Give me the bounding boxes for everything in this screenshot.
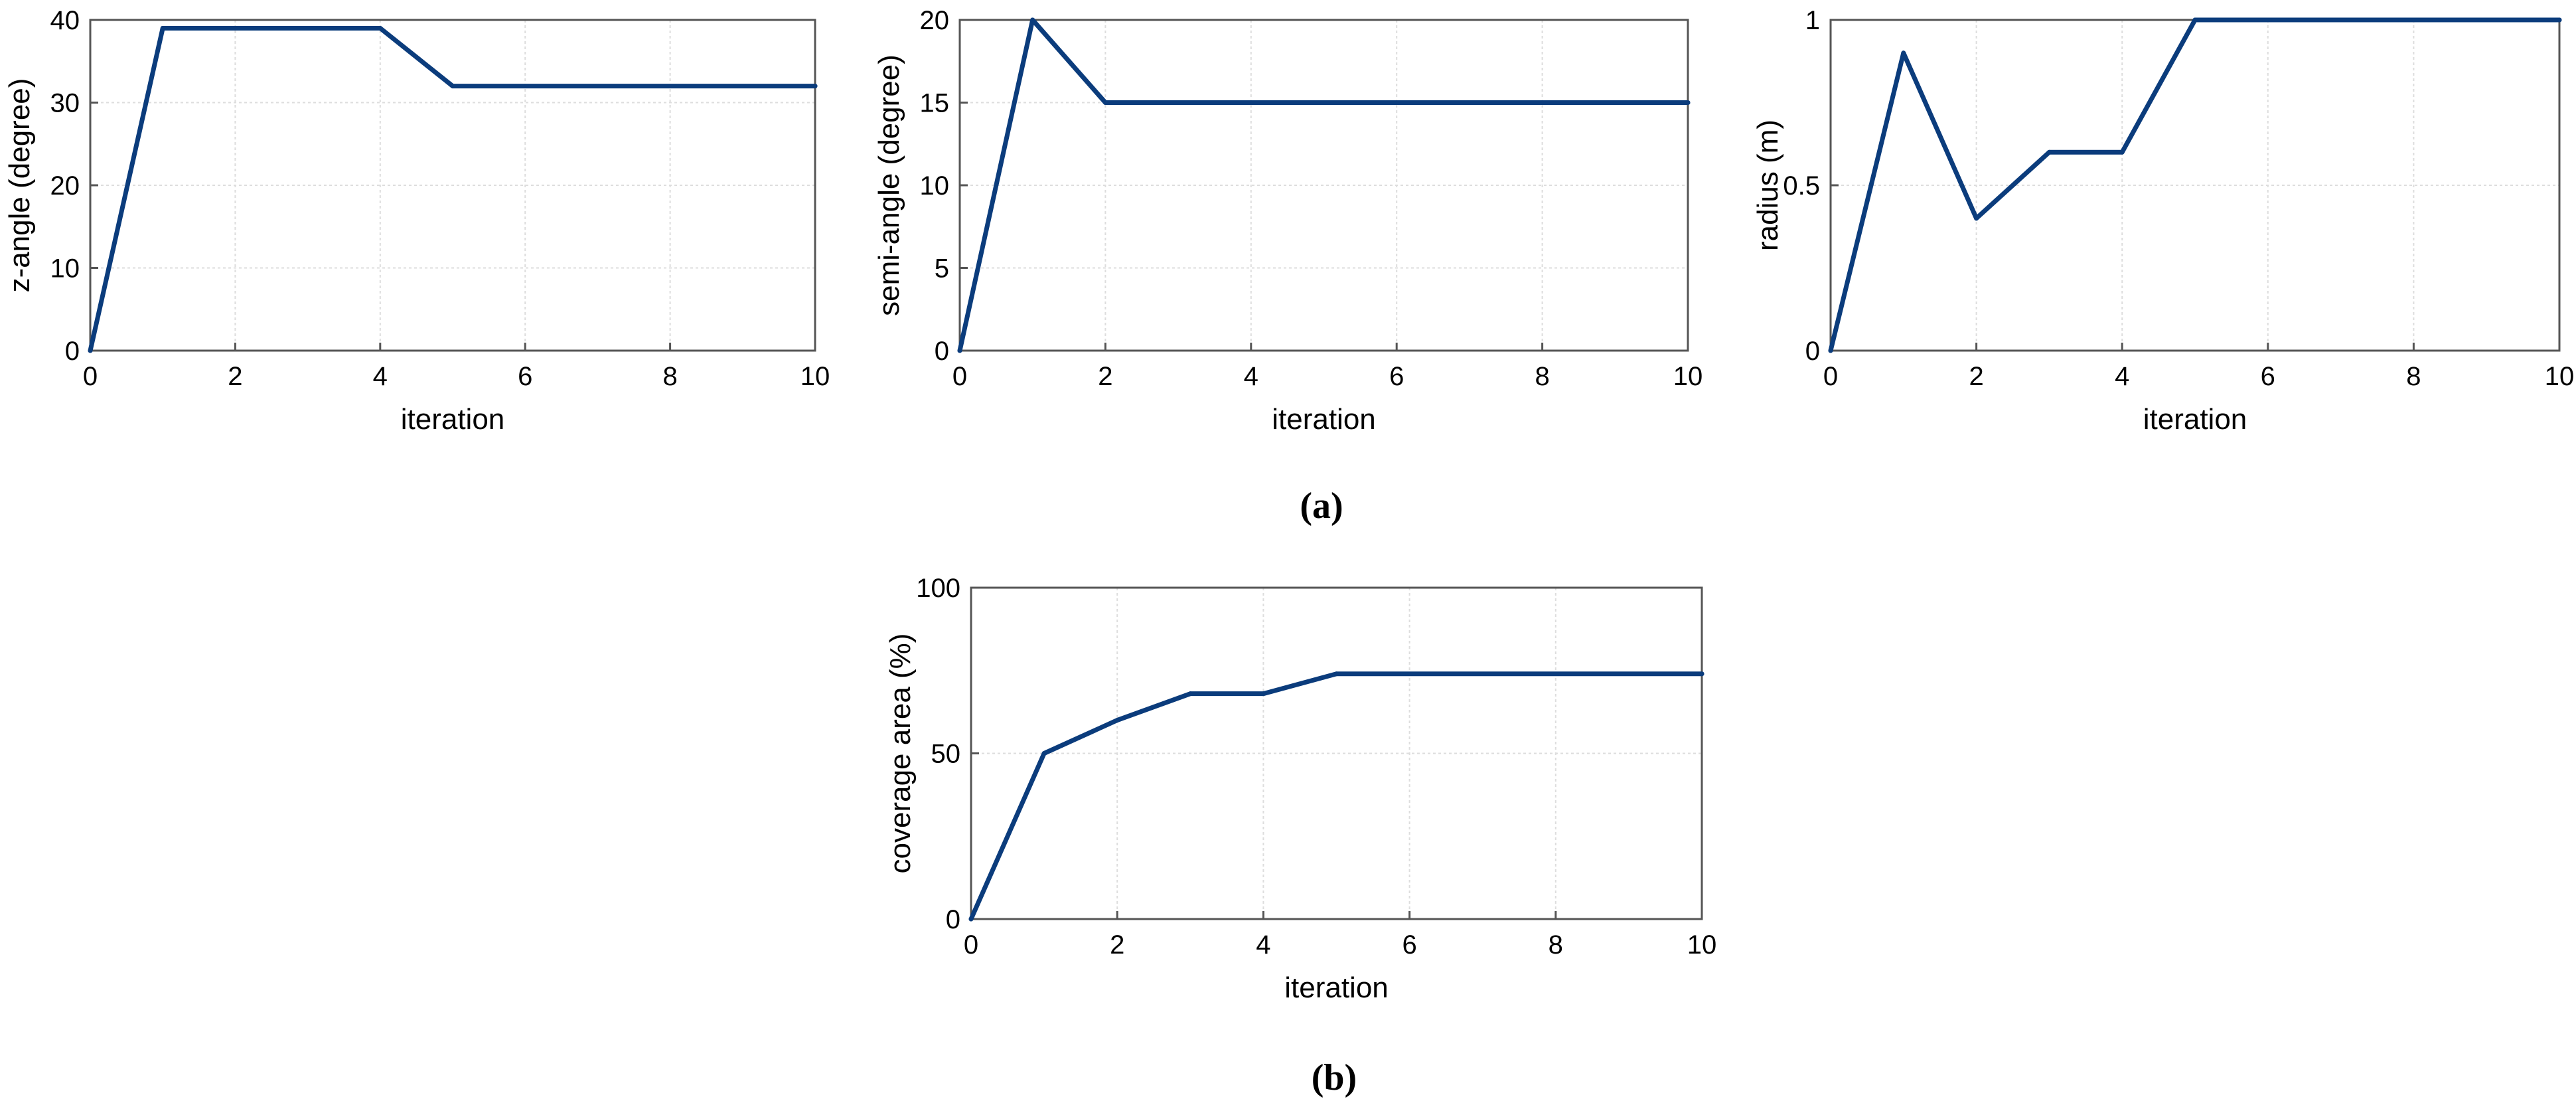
- x-tick-label: 4: [1244, 362, 1258, 391]
- x-axis-label: iteration: [1272, 403, 1376, 436]
- x-tick-label: 8: [1535, 362, 1549, 391]
- y-axis-label: coverage area (%): [884, 634, 917, 874]
- y-tick-label: 0: [1805, 337, 1820, 366]
- data-point: [378, 25, 383, 31]
- y-tick-label: 10: [50, 254, 80, 284]
- chart-2: 0 2 4 6 8 10 0 5 10 15 20 iteration semi-angle (degr…: [873, 6, 1703, 436]
- x-tick-label: 0: [964, 930, 978, 960]
- data-point: [1041, 751, 1047, 756]
- data-point: [1114, 718, 1120, 723]
- data-point: [2192, 17, 2198, 23]
- x-tick-label: 8: [662, 362, 677, 391]
- chart-1: 0 2 4 6 8 10 0 10 20 30 40 iteration z-angle (degree…: [3, 6, 830, 436]
- data-point: [1334, 671, 1339, 677]
- x-tick-label: 6: [1402, 930, 1416, 960]
- data-point: [1260, 691, 1266, 697]
- data-point: [2046, 149, 2052, 155]
- y-tick-label: 0.5: [1783, 171, 1820, 201]
- series-line-coverage-area: [968, 671, 1705, 922]
- data-point: [1102, 100, 1108, 105]
- y-tick-label: 40: [50, 6, 80, 35]
- y-tick-label: 20: [920, 6, 950, 35]
- series-line-semi-angle: [957, 17, 1691, 353]
- y-tick-label: 15: [920, 89, 950, 118]
- x-tick-label: 0: [952, 362, 967, 391]
- data-point: [1828, 348, 1833, 353]
- data-point: [1685, 100, 1691, 105]
- x-tick-label: 4: [373, 362, 388, 391]
- data-point: [968, 916, 974, 922]
- y-tick-label: 30: [50, 89, 80, 118]
- data-point: [1030, 17, 1035, 23]
- x-tick-label: 0: [1823, 362, 1838, 391]
- y-tick-label: 100: [916, 574, 960, 603]
- chart-3: 0 2 4 6 8 10 0 0.5 1 iteration radius (m): [1752, 6, 2574, 436]
- y-tick-label: 20: [50, 171, 80, 201]
- y-tick-label: 1: [1805, 6, 1820, 35]
- data-point: [1974, 216, 1979, 221]
- x-axis-label: iteration: [401, 403, 505, 436]
- y-axis-label: semi-angle (degree): [873, 54, 905, 316]
- y-tick-label: 0: [65, 337, 80, 366]
- x-tick-label: 10: [1687, 930, 1717, 960]
- series-line-radius: [1828, 17, 2562, 353]
- panel-label-a: (a): [1300, 485, 1343, 527]
- x-tick-label: 6: [1389, 362, 1404, 391]
- x-tick-label: 0: [83, 362, 98, 391]
- y-tick-label: 0: [935, 337, 949, 366]
- x-tick-label: 2: [1098, 362, 1112, 391]
- x-tick-label: 4: [2115, 362, 2129, 391]
- data-point: [1699, 671, 1705, 677]
- plot-frame: [1829, 19, 2561, 352]
- data-point: [2119, 149, 2125, 155]
- y-tick-label: 5: [935, 254, 949, 284]
- data-point: [2557, 17, 2562, 23]
- plot-frame: [958, 19, 1689, 352]
- y-tick-label: 10: [920, 171, 950, 201]
- x-tick-label: 2: [1969, 362, 1983, 391]
- y-tick-label: 0: [946, 905, 960, 934]
- data-point: [812, 84, 818, 89]
- panel-label-b: (b): [1312, 1057, 1357, 1098]
- x-axis-label: iteration: [1284, 972, 1389, 1004]
- data-point: [1901, 50, 1906, 56]
- plot-frame: [970, 586, 1703, 920]
- data-point: [1187, 691, 1193, 697]
- x-tick-label: 8: [1549, 930, 1563, 960]
- data-point: [160, 25, 165, 31]
- y-axis-label: z-angle (degree): [3, 78, 36, 293]
- x-tick-label: 8: [2406, 362, 2421, 391]
- x-tick-label: 2: [1110, 930, 1124, 960]
- data-point: [88, 348, 93, 353]
- x-tick-label: 10: [800, 362, 830, 391]
- data-point: [957, 348, 962, 353]
- x-tick-label: 10: [1673, 362, 1703, 391]
- x-tick-label: 6: [518, 362, 532, 391]
- x-tick-label: 10: [2545, 362, 2575, 391]
- x-tick-label: 2: [228, 362, 242, 391]
- y-tick-label: 50: [931, 740, 961, 769]
- x-tick-label: 4: [1256, 930, 1270, 960]
- series-line-z-angle: [88, 25, 818, 353]
- data-point: [450, 84, 455, 89]
- x-axis-label: iteration: [2143, 403, 2247, 436]
- x-tick-label: 6: [2261, 362, 2275, 391]
- y-axis-label: radius (m): [1752, 120, 1784, 251]
